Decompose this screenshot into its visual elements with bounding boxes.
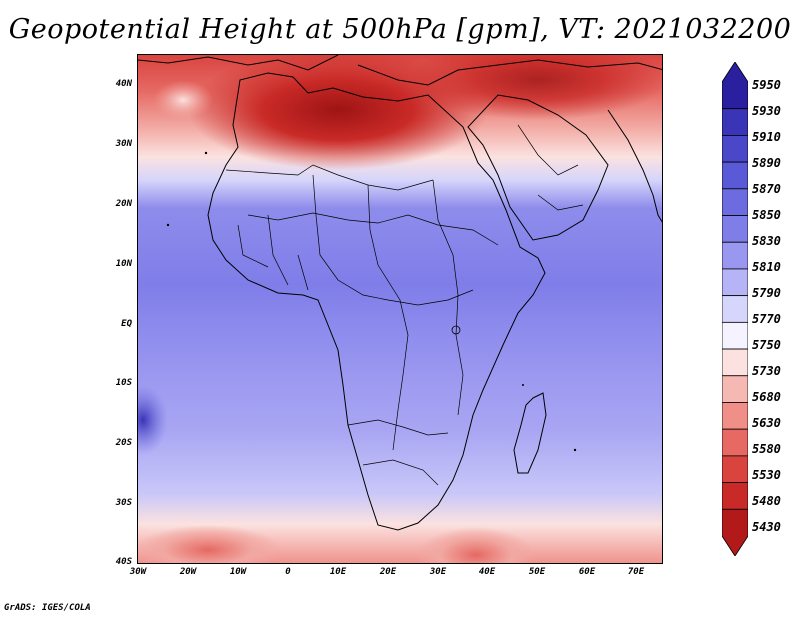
colorbar-label-5680: 5680 (752, 390, 781, 404)
low-center-atlantic (138, 385, 168, 455)
lon-label-20w: 20W (179, 567, 197, 577)
colorbar-label-5580: 5580 (752, 442, 781, 456)
india-coastline (607, 109, 662, 223)
border-east (432, 179, 464, 416)
colorbar-label-5750: 5750 (752, 338, 781, 352)
lat-label-30s: 30S (115, 498, 132, 508)
lon-label-70e: 70E (627, 567, 645, 577)
lon-label-10w: 10W (229, 567, 247, 577)
colorbar (722, 62, 748, 556)
madagascar-coastline (513, 392, 547, 474)
colorbar-segment-8 (722, 295, 748, 323)
colorbar-label-5730: 5730 (752, 364, 781, 378)
map-title: Geopotential Height at 500hPa [gpm], VT:… (8, 14, 792, 45)
pale-patch-atlantic (153, 80, 213, 120)
island-canary (204, 151, 208, 155)
lon-label-30e: 30E (429, 567, 447, 577)
lon-label-20e: 20E (379, 567, 397, 577)
border-arabia (517, 124, 584, 211)
colorbar-segment-14 (722, 455, 748, 483)
colorbar-label-5530: 5530 (752, 468, 781, 482)
colorbar-label-5910: 5910 (752, 130, 781, 144)
lon-label-30w: 30W (129, 567, 147, 577)
lon-label-10e: 10E (329, 567, 347, 577)
lon-label-40e: 40E (478, 567, 496, 577)
africa-coastline (207, 72, 546, 531)
colorbar-label-5870: 5870 (752, 182, 781, 196)
colorbar-segment-2 (722, 135, 748, 163)
colorbar-segment-4 (722, 188, 748, 216)
lon-label-60e: 60E (578, 567, 596, 577)
colorbar-segment-7 (722, 268, 748, 297)
lakes-and-islands (166, 151, 577, 452)
colorbar-segment-13 (722, 428, 748, 457)
border-sahara (225, 164, 434, 191)
border-central (312, 174, 474, 306)
colorbar-label-5480: 5480 (752, 494, 781, 508)
colorbar-label-5830: 5830 (752, 234, 781, 248)
lon-label-0: 0 (285, 567, 291, 577)
colorbar-label-5890: 5890 (752, 156, 781, 170)
colorbar-segment-12 (722, 402, 748, 430)
island-comoros (522, 384, 524, 386)
arabian-coastline (467, 94, 609, 241)
lat-label-10n: 10N (115, 259, 132, 269)
colorbar-segment-15 (722, 482, 748, 510)
lat-label-40s: 40S (115, 557, 132, 567)
colorbar-label-5430: 5430 (752, 520, 781, 534)
border-sahel (247, 212, 499, 246)
colorbar-label-5930: 5930 (752, 104, 781, 118)
lon-label-50e: 50E (528, 567, 546, 577)
lake-victoria (451, 325, 461, 335)
island-cape-verde (166, 223, 170, 227)
colorbar-segment-11 (722, 375, 748, 403)
country-borders (225, 124, 584, 486)
high-center-south-indian (416, 527, 536, 563)
colorbar-segment-1 (722, 108, 748, 136)
coastlines (138, 55, 662, 531)
lat-label-30n: 30N (115, 139, 132, 149)
colorbar-label-5770: 5770 (752, 312, 781, 326)
border-southern (347, 419, 449, 486)
height-field-map (138, 55, 662, 563)
colorbar-label-5790: 5790 (752, 286, 781, 300)
border-west (237, 214, 309, 291)
colorbar-segment-10 (722, 348, 748, 377)
colorbar-segment-3 (722, 161, 748, 190)
map-plot-area (137, 54, 663, 564)
colorbar-segment-6 (722, 241, 748, 270)
lat-label-10s: 10S (115, 378, 132, 388)
colorbar-segment-9 (722, 321, 748, 350)
colorbar-segment-5 (722, 215, 748, 243)
lat-label-20n: 20N (115, 199, 132, 209)
island-mauritius (573, 448, 577, 452)
high-center-middle-east (408, 55, 662, 120)
border-north-south (367, 184, 409, 451)
colorbar-label-5630: 5630 (752, 416, 781, 430)
high-center-south-atlantic (138, 525, 283, 563)
lat-label-20s: 20S (115, 438, 132, 448)
footer-credit: GrADS: IGES/COLA (4, 603, 91, 613)
lat-label-40n: 40N (115, 79, 132, 89)
colorbar-segment-16 (722, 508, 748, 556)
europe-coastline (138, 55, 662, 86)
colorbar-segment-0 (722, 62, 748, 110)
colorbar-label-5850: 5850 (752, 208, 781, 222)
colorbar-label-5810: 5810 (752, 260, 781, 274)
lat-label-eq: EQ (121, 319, 132, 329)
colorbar-label-5950: 5950 (752, 78, 781, 92)
